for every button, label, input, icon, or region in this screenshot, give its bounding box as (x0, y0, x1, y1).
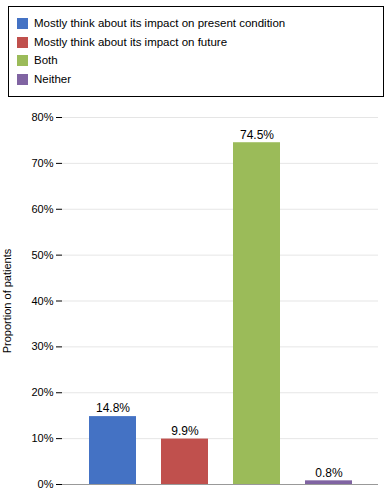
html-text:Both: Both (34, 54, 58, 66)
svg-text:10%: 10% (31, 432, 53, 444)
svg-text:0%: 0% (38, 478, 54, 490)
html-text:Mostly think about its impact: Mostly think about its impact on future (34, 35, 227, 48)
html-text:Neither: Neither (34, 72, 72, 85)
svg-text:50%: 50% (31, 249, 53, 261)
svg-text:70%: 70% (31, 157, 53, 169)
svg-text:30%: 30% (31, 340, 53, 352)
svg-text:60%: 60% (31, 203, 53, 215)
svg-text:74.5%: 74.5% (240, 128, 274, 142)
svg-text:Proportion of patients: Proportion of patients (1, 248, 13, 353)
svg-text:40%: 40% (31, 295, 53, 307)
svg-text:20%: 20% (31, 386, 53, 398)
svg-text:9.9%: 9.9% (171, 424, 199, 438)
svg-text:14.8%: 14.8% (96, 402, 130, 416)
svg-text:80%: 80% (31, 111, 53, 123)
html-text:Mostly think about its impact: Mostly think about its impact on present… (34, 17, 286, 29)
svg-text:0.8%: 0.8% (315, 466, 343, 480)
